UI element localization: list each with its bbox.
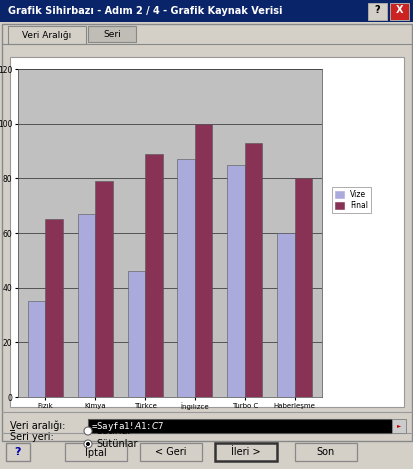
Bar [88, 419, 391, 433]
Bar [6, 443, 30, 461]
Bar [88, 26, 136, 42]
Bar [45, 219, 63, 397]
Circle shape [84, 440, 92, 448]
Bar [78, 214, 95, 397]
Bar [95, 181, 112, 397]
Bar [0, 0, 413, 22]
Text: Son: Son [316, 447, 334, 457]
Text: Sütünlar: Sütünlar [96, 439, 137, 449]
Text: Satırlar: Satırlar [96, 426, 131, 436]
Bar [244, 143, 261, 397]
Bar [227, 165, 244, 397]
Text: İptal: İptal [85, 446, 107, 458]
Text: =Sayfa1!$A$1:$C$7: =Sayfa1!$A$1:$C$7 [91, 419, 164, 432]
Bar [276, 233, 294, 397]
Bar [389, 3, 408, 20]
Bar [8, 26, 86, 44]
Circle shape [86, 442, 90, 446]
Legend: Vize, Final: Vize, Final [331, 187, 370, 213]
Bar [10, 57, 403, 407]
Text: ?: ? [374, 5, 380, 15]
Bar [140, 443, 202, 461]
Bar [2, 24, 411, 441]
Text: X: X [395, 5, 402, 15]
Text: İleri >: İleri > [230, 447, 260, 457]
Text: < Geri: < Geri [155, 447, 186, 457]
Text: Grafik Sihirbazı - Adım 2 / 4 - Grafik Kaynak Verisi: Grafik Sihirbazı - Adım 2 / 4 - Grafik K… [8, 6, 282, 16]
Bar [177, 159, 195, 397]
Bar [127, 271, 145, 397]
Bar [214, 443, 276, 461]
Text: Seri yeri:: Seri yeri: [10, 432, 54, 442]
Bar [294, 443, 356, 461]
Bar [391, 419, 405, 433]
Text: ►: ► [396, 424, 400, 429]
Bar [367, 3, 386, 20]
Bar [294, 178, 311, 397]
Bar [65, 443, 127, 461]
Text: ?: ? [15, 447, 21, 457]
Circle shape [84, 427, 92, 435]
Bar [145, 154, 162, 397]
Text: Veri Aralığı: Veri Aralığı [22, 30, 71, 39]
Bar [195, 124, 212, 397]
Bar [28, 302, 45, 397]
Text: Seri: Seri [103, 30, 121, 38]
Text: Veri aralığı:: Veri aralığı: [10, 421, 65, 431]
